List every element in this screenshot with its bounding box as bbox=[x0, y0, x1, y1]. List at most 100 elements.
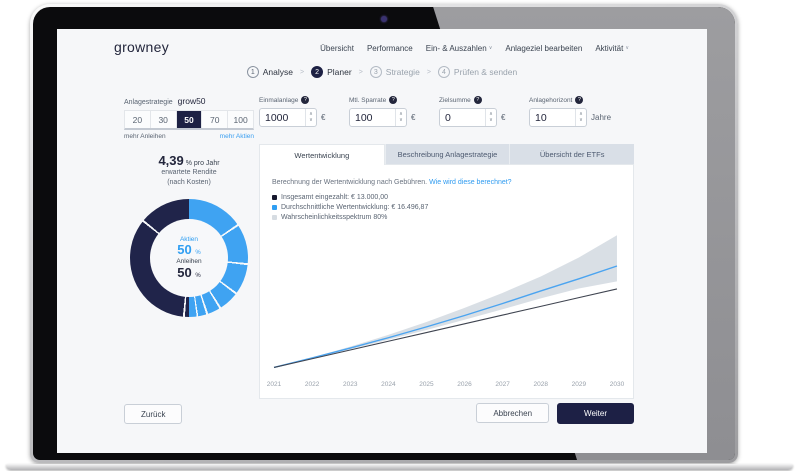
x-axis-label: 2021 bbox=[267, 381, 282, 388]
top-nav: growney Übersicht Performance Ein- & Aus… bbox=[57, 39, 707, 61]
anlagehorizont-field[interactable] bbox=[530, 109, 575, 126]
chevron-down-icon: ∨ bbox=[309, 117, 313, 123]
chevron-up-icon: ∧ bbox=[579, 111, 583, 117]
chevron-down-icon: ∨ bbox=[625, 45, 629, 51]
chevron-right-icon: > bbox=[426, 68, 431, 76]
webcam-dot bbox=[381, 16, 387, 22]
tab-wertentwicklung[interactable]: Wertentwicklung bbox=[259, 144, 385, 165]
input-group-anlagehorizont: Anlagehorizont? ∧∨ Jahre bbox=[529, 96, 619, 127]
strategy-option-30[interactable]: 30 bbox=[151, 111, 177, 128]
return-line3: (nach Kosten) bbox=[167, 179, 211, 187]
nav-item-anlageziel[interactable]: Anlageziel bearbeiten bbox=[505, 44, 583, 53]
x-axis-label: 2025 bbox=[419, 381, 434, 388]
strategy-option-50[interactable]: 50 bbox=[176, 111, 203, 128]
projection-chart: 2021 2022 2023 2024 2025 2026 2027 2028 2029 2030 bbox=[266, 224, 627, 396]
nav-item-uebersicht[interactable]: Übersicht bbox=[320, 44, 354, 53]
einmalanlage-stepper[interactable]: ∧ ∨ bbox=[305, 109, 316, 126]
laptop-frame: growney Übersicht Performance Ein- & Aus… bbox=[30, 4, 738, 463]
donut-label-aktien: Aktien bbox=[179, 235, 199, 243]
step-planer[interactable]: 2 Planer bbox=[311, 66, 352, 78]
strategy-option-70[interactable]: 70 bbox=[202, 111, 229, 128]
help-icon[interactable]: ? bbox=[301, 96, 310, 104]
x-axis-label: 2027 bbox=[495, 381, 510, 388]
zielsumme-field[interactable] bbox=[440, 109, 485, 126]
x-axis-label: 2030 bbox=[610, 381, 625, 388]
legend-item-eingezahlt: Insgesamt eingezahlt: € 13.000,00 bbox=[272, 194, 633, 201]
zielsumme-stepper[interactable]: ∧ ∨ bbox=[485, 109, 496, 126]
x-axis-label: 2029 bbox=[572, 381, 587, 388]
back-button[interactable]: Zurück bbox=[124, 404, 183, 424]
help-icon[interactable]: ? bbox=[473, 96, 482, 104]
input-group-einmalanlage: Einmalanlage? ∧∨ € bbox=[259, 96, 349, 127]
step-pruefen-senden[interactable]: 4 Prüfen & senden bbox=[437, 66, 517, 78]
step-strategie[interactable]: 3 Strategie bbox=[369, 66, 420, 78]
x-axis-label: 2023 bbox=[343, 381, 358, 388]
anlagehorizont-stepper[interactable]: ∧ ∨ bbox=[575, 109, 586, 126]
hint-mehr-anleihen: mehr Anleihen bbox=[124, 133, 166, 140]
laptop-base bbox=[6, 464, 793, 470]
chevron-up-icon: ∧ bbox=[309, 111, 313, 117]
average-performance-line bbox=[273, 265, 618, 369]
wizard-stepper: 1 Analyse > 2 Planer > 3 Strategie > 4 P… bbox=[57, 66, 707, 78]
strategy-header: Anlagestrategie grow50 bbox=[124, 96, 254, 106]
nav-item-performance[interactable]: Performance bbox=[366, 44, 413, 53]
calc-note: Berechnung der Wertentwicklung nach Gebü… bbox=[272, 179, 512, 186]
chevron-down-icon: ∨ bbox=[579, 117, 583, 123]
return-suffix: % pro Jahr bbox=[185, 160, 220, 167]
chevron-down-icon: ∨ bbox=[399, 117, 403, 123]
sparrate-field[interactable] bbox=[350, 109, 395, 126]
chevron-down-icon: ∨ bbox=[488, 45, 493, 51]
chevron-right-icon: > bbox=[300, 68, 305, 76]
einmalanlage-field[interactable] bbox=[260, 109, 305, 126]
return-line2: erwartete Rendite bbox=[161, 169, 217, 176]
nav-item-ein-auszahlen[interactable]: Ein- & Auszahlen ∨ bbox=[425, 44, 493, 53]
brand-logo[interactable]: growney bbox=[114, 39, 170, 55]
plan-inputs: Einmalanlage? ∧∨ € Mtl. Sparrate? ∧∨ bbox=[259, 96, 619, 127]
legend-swatch bbox=[272, 195, 277, 200]
tab-uebersicht-der-etfs[interactable]: Übersicht der ETFs bbox=[509, 144, 635, 165]
x-axis-label: 2022 bbox=[305, 381, 320, 388]
content-tabs: Wertentwicklung Beschreibung Anlagestrat… bbox=[259, 144, 635, 165]
legend-swatch bbox=[272, 215, 277, 220]
chevron-up-icon: ∧ bbox=[489, 111, 493, 117]
input-group-sparrate: Mtl. Sparrate? ∧∨ € bbox=[349, 96, 439, 127]
sparrate-stepper[interactable]: ∧ ∨ bbox=[395, 109, 406, 126]
app-screen: growney Übersicht Performance Ein- & Aus… bbox=[57, 29, 707, 453]
strategy-option-20[interactable]: 20 bbox=[125, 111, 151, 128]
wertentwicklung-panel: Berechnung der Wertentwicklung nach Gebü… bbox=[259, 165, 634, 399]
chevron-right-icon: > bbox=[358, 68, 363, 76]
nav-item-aktivitaet[interactable]: Aktivität ∨ bbox=[595, 44, 629, 53]
legend-item-wertentwicklung: Durchschnittliche Wertentwicklung: € 16.… bbox=[272, 204, 633, 211]
input-group-zielsumme: Zielsumme? ∧∨ € bbox=[439, 96, 529, 127]
x-axis-label: 2026 bbox=[457, 381, 472, 388]
projection-chart-svg: 2021 2022 2023 2024 2025 2026 2027 2028 2029 2030 bbox=[267, 235, 625, 388]
donut-center: Aktien 50 % Anleihen 50 % bbox=[150, 219, 228, 298]
calc-help-link[interactable]: Wie wird diese berechnet? bbox=[429, 179, 512, 186]
hint-mehr-aktien-link[interactable]: mehr Aktien bbox=[219, 133, 254, 140]
step-analyse[interactable]: 1 Analyse bbox=[246, 66, 293, 78]
chart-legend: Insgesamt eingezahlt: € 13.000,00 Durchs… bbox=[272, 194, 633, 221]
next-button[interactable]: Weiter bbox=[557, 403, 634, 424]
legend-item-spektrum: Wahrscheinlichkeitsspektrum 80% bbox=[272, 214, 633, 221]
return-value: 4,39 bbox=[158, 153, 184, 168]
strategy-value: grow50 bbox=[177, 96, 206, 106]
x-axis-label: 2028 bbox=[534, 381, 549, 388]
donut-label-anleihen: Anleihen bbox=[176, 258, 202, 266]
probability-band bbox=[274, 235, 617, 368]
nav-menu: Übersicht Performance Ein- & Auszahlen ∨ … bbox=[320, 44, 629, 53]
strategy-hints: mehr Anleihen mehr Aktien bbox=[124, 133, 254, 140]
legend-swatch bbox=[272, 205, 277, 210]
strategy-selector: 20 30 50 70 100 bbox=[124, 110, 254, 130]
allocation-donut-chart: Aktien 50 % Anleihen 50 % bbox=[130, 199, 248, 318]
deposits-line bbox=[273, 288, 618, 368]
tab-beschreibung-anlagestrategie[interactable]: Beschreibung Anlagestrategie bbox=[384, 144, 510, 165]
x-axis-label: 2024 bbox=[381, 381, 396, 388]
chevron-up-icon: ∧ bbox=[399, 111, 403, 117]
strategy-label: Anlagestrategie bbox=[124, 99, 173, 106]
help-icon[interactable]: ? bbox=[575, 96, 584, 104]
cancel-button[interactable]: Abbrechen bbox=[476, 403, 550, 423]
help-icon[interactable]: ? bbox=[389, 96, 398, 104]
strategy-option-100[interactable]: 100 bbox=[233, 114, 248, 125]
chevron-down-icon: ∨ bbox=[489, 117, 493, 123]
strategy-sidebar: Anlagestrategie grow50 20 30 50 70 100 m… bbox=[124, 96, 254, 318]
